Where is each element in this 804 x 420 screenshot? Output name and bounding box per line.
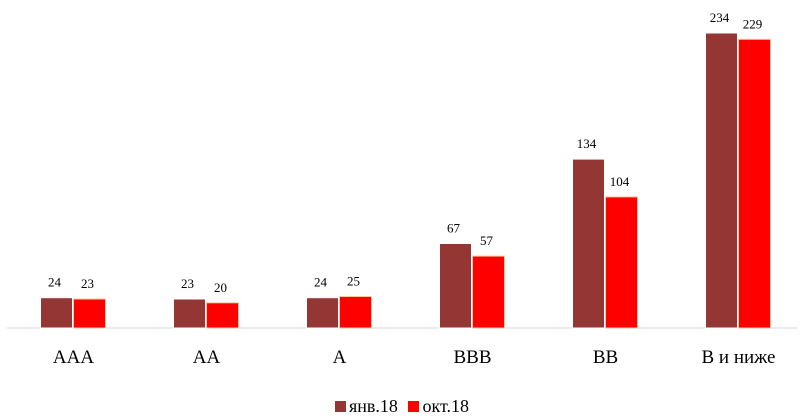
data-label-series-1-4: 67 xyxy=(447,221,461,236)
category-label-2: AA xyxy=(193,347,221,368)
value-labels-group: 24 23 23 20 24 25 67 57 134 104 234 229 xyxy=(48,10,762,295)
bar-series-1-6 xyxy=(705,32,738,329)
data-label-series-2-2: 20 xyxy=(214,280,227,295)
bar-series-2-3 xyxy=(339,296,372,329)
data-label-series-1-5: 134 xyxy=(577,136,597,151)
legend-swatch-series-2 xyxy=(408,401,420,412)
category-label-3: A xyxy=(333,347,347,368)
bar-series-1-2 xyxy=(173,298,206,329)
legend-item-series-2: окт.18 xyxy=(408,396,469,417)
category-label-6: B и ниже xyxy=(702,347,776,368)
legend: янв.18 окт.18 xyxy=(0,396,804,417)
category-labels-group: AAA AA A BBB BB B и ниже xyxy=(53,347,776,368)
bars-group xyxy=(40,32,771,329)
data-label-series-2-4: 57 xyxy=(480,233,494,248)
bar-series-1-5 xyxy=(572,158,605,329)
data-label-series-2-6: 229 xyxy=(743,16,763,31)
legend-item-series-1: янв.18 xyxy=(335,396,398,417)
data-label-series-2-5: 104 xyxy=(610,174,630,189)
bar-series-1-1 xyxy=(40,297,73,329)
data-label-series-1-6: 234 xyxy=(710,10,730,25)
legend-label-series-2: окт.18 xyxy=(422,396,469,416)
data-label-series-1-3: 24 xyxy=(314,275,328,290)
data-label-series-1-2: 23 xyxy=(181,276,194,291)
category-label-1: AAA xyxy=(53,347,94,368)
bar-series-2-4 xyxy=(472,255,505,329)
bar-series-1-4 xyxy=(439,243,472,329)
bar-series-2-5 xyxy=(605,196,638,329)
category-label-5: BB xyxy=(593,347,618,368)
bar-series-2-1 xyxy=(73,298,106,329)
bar-series-2-6 xyxy=(738,38,771,329)
data-label-series-1-1: 24 xyxy=(48,275,62,290)
legend-swatch-series-1 xyxy=(335,401,347,412)
data-label-series-2-3: 25 xyxy=(347,274,360,289)
data-label-series-2-1: 23 xyxy=(81,276,94,291)
bar-series-1-3 xyxy=(306,297,339,329)
legend-label-series-1: янв.18 xyxy=(349,396,398,416)
bar-series-2-2 xyxy=(206,302,239,329)
category-label-4: BBB xyxy=(453,347,491,368)
